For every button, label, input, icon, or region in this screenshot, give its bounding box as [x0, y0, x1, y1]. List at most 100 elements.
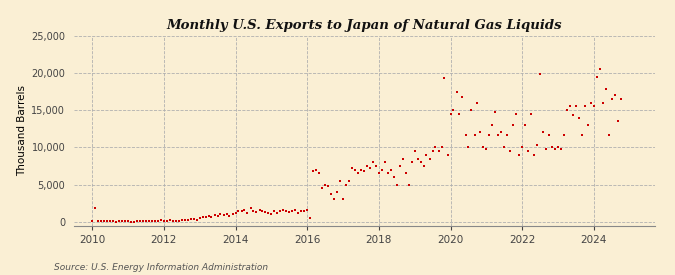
Point — [403, 182, 414, 187]
Point — [299, 208, 310, 213]
Point — [180, 218, 190, 222]
Point — [394, 164, 405, 168]
Point — [149, 218, 160, 223]
Point — [537, 130, 548, 135]
Point — [389, 175, 400, 179]
Point — [302, 208, 313, 212]
Point — [242, 211, 252, 215]
Point — [451, 89, 462, 94]
Point — [610, 93, 620, 97]
Point — [493, 133, 504, 137]
Point — [406, 160, 417, 164]
Point — [532, 143, 543, 147]
Point — [272, 211, 283, 215]
Point — [293, 211, 304, 215]
Point — [568, 113, 578, 118]
Point — [427, 149, 438, 153]
Point — [595, 67, 605, 72]
Point — [284, 210, 295, 214]
Point — [153, 219, 163, 223]
Point — [155, 218, 166, 222]
Point — [251, 210, 262, 214]
Point — [138, 219, 148, 223]
Point — [310, 167, 321, 172]
Point — [290, 208, 301, 212]
Point — [373, 171, 384, 176]
Point — [549, 147, 560, 151]
Point — [352, 171, 363, 176]
Point — [436, 145, 447, 150]
Point — [206, 215, 217, 219]
Point — [159, 219, 169, 223]
Point — [433, 149, 444, 153]
Point — [119, 219, 130, 224]
Point — [209, 213, 220, 217]
Point — [123, 219, 134, 224]
Point — [192, 217, 202, 222]
Point — [439, 76, 450, 80]
Point — [90, 206, 101, 211]
Point — [415, 160, 426, 164]
Point — [547, 145, 558, 150]
Point — [165, 218, 176, 222]
Point — [277, 208, 288, 212]
Point — [442, 153, 453, 157]
Point — [113, 219, 124, 223]
Point — [541, 147, 551, 151]
Point — [344, 179, 354, 183]
Point — [472, 101, 483, 105]
Point — [218, 213, 229, 217]
Point — [514, 153, 524, 157]
Point — [379, 160, 390, 164]
Point — [600, 87, 611, 92]
Point — [418, 164, 429, 168]
Point — [559, 133, 570, 137]
Point — [526, 112, 537, 116]
Point — [275, 208, 286, 213]
Point — [143, 219, 154, 223]
Point — [478, 145, 489, 150]
Point — [412, 156, 423, 161]
Point — [126, 220, 136, 224]
Title: Monthly U.S. Exports to Japan of Natural Gas Liquids: Monthly U.S. Exports to Japan of Natural… — [167, 19, 562, 32]
Point — [260, 210, 271, 214]
Point — [338, 197, 348, 202]
Point — [296, 209, 306, 214]
Point — [562, 108, 572, 112]
Point — [421, 153, 432, 157]
Point — [107, 219, 118, 224]
Point — [612, 119, 623, 123]
Point — [570, 104, 581, 109]
Point — [331, 190, 342, 194]
Point — [606, 97, 617, 101]
Point — [239, 208, 250, 212]
Point — [320, 182, 331, 187]
Point — [167, 218, 178, 223]
Point — [200, 214, 211, 219]
Point — [212, 214, 223, 218]
Point — [490, 109, 501, 114]
Point — [475, 130, 485, 135]
Point — [466, 108, 477, 112]
Point — [140, 219, 151, 223]
Point — [146, 219, 157, 223]
Point — [350, 167, 360, 172]
Point — [579, 104, 590, 109]
Point — [314, 171, 325, 176]
Point — [535, 72, 545, 77]
Point — [448, 108, 459, 112]
Point — [257, 208, 268, 213]
Point — [502, 133, 512, 137]
Point — [564, 104, 575, 109]
Point — [102, 219, 113, 224]
Point — [182, 217, 193, 222]
Point — [117, 219, 128, 223]
Point — [194, 216, 205, 220]
Point — [430, 145, 441, 150]
Point — [134, 219, 145, 224]
Point — [409, 149, 420, 153]
Point — [385, 167, 396, 172]
Point — [186, 217, 196, 221]
Point — [425, 156, 435, 161]
Point — [197, 215, 208, 219]
